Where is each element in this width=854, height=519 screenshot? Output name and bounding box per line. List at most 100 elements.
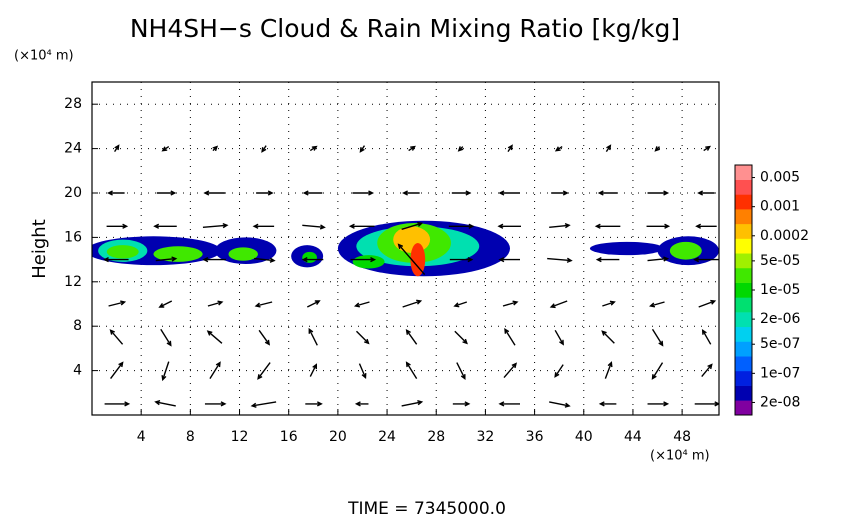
wind-vector — [498, 401, 520, 407]
colorbar-label: 1e-05 — [760, 282, 800, 298]
colorbar-band — [735, 400, 752, 416]
wind-vector — [156, 190, 177, 196]
wind-vector — [104, 401, 131, 407]
cloud-patch — [669, 241, 702, 260]
chart-title: NH4SH−s Cloud & Rain Mixing Ratio [kg/kg… — [130, 14, 680, 43]
wind-vector — [502, 300, 519, 307]
wind-vector — [549, 300, 568, 309]
y-tick-label: 28 — [64, 96, 82, 112]
wind-vector — [448, 223, 475, 229]
colorbar-band — [735, 282, 752, 298]
wind-vector — [549, 401, 571, 408]
x-tick-label: 16 — [280, 429, 298, 445]
wind-vector — [204, 401, 227, 407]
wind-vector — [153, 223, 177, 229]
wind-vector — [456, 362, 466, 380]
wind-vector — [109, 329, 124, 345]
wind-vector — [350, 256, 377, 263]
x-tick-label: 24 — [378, 429, 396, 445]
wind-vector — [114, 144, 120, 152]
x-tick-label: 20 — [329, 429, 347, 445]
wind-vector — [160, 328, 172, 347]
colorbar-band — [735, 165, 752, 181]
wind-vector — [595, 256, 620, 263]
y-tick-label: 24 — [64, 141, 82, 157]
y-unit: (×10⁴ m) — [14, 49, 74, 64]
wind-vector — [451, 190, 472, 196]
wind-vector — [698, 299, 717, 308]
wind-vector — [405, 361, 418, 379]
x-tick-label: 32 — [476, 429, 494, 445]
wind-vector — [355, 330, 370, 345]
wind-vector — [549, 223, 571, 229]
wind-vector — [155, 256, 178, 262]
x-tick-label: 12 — [231, 429, 249, 445]
wind-vector — [305, 401, 323, 407]
wind-vector — [701, 328, 712, 345]
colorbar-label: 5e-05 — [760, 253, 800, 269]
plot-frame — [91, 81, 720, 416]
wind-vector — [647, 401, 670, 407]
wind-vector — [646, 223, 671, 229]
y-tick-label: 8 — [73, 318, 82, 334]
wind-vector — [601, 330, 615, 344]
wind-vector — [597, 190, 618, 196]
wind-vector — [154, 400, 176, 407]
colorbar-band — [735, 253, 752, 269]
colorbar-band — [735, 312, 752, 328]
wind-vector — [503, 362, 518, 379]
wind-vector — [703, 145, 712, 152]
wind-vector — [258, 329, 271, 346]
wind-vector — [498, 256, 520, 263]
wind-vector — [203, 190, 225, 196]
y-axis-label: Height — [29, 219, 50, 279]
x-tick-label: 48 — [673, 429, 691, 445]
cloud-patch — [153, 246, 203, 262]
wind-vector — [401, 221, 424, 230]
x-tick-label: 4 — [137, 429, 146, 445]
x-tick-label: 36 — [526, 429, 544, 445]
wind-vector — [207, 300, 224, 307]
wind-vector — [212, 145, 219, 152]
colorbar-label: 2e-06 — [760, 311, 800, 327]
wind-vector — [161, 361, 170, 382]
wind-vector — [358, 363, 367, 380]
wind-vector — [701, 363, 713, 378]
cloud-patch — [589, 241, 664, 256]
colorbar-band — [735, 356, 752, 372]
wind-vector — [693, 256, 719, 263]
wind-vector — [106, 223, 129, 229]
cloud-patch — [410, 242, 426, 277]
colorbar-band — [735, 370, 752, 386]
y-tick-label: 20 — [64, 185, 82, 201]
x-tick-label: 28 — [427, 429, 445, 445]
cloud-patch — [302, 251, 317, 263]
wind-vector — [302, 224, 326, 230]
wind-vector — [654, 146, 661, 152]
wind-vector — [306, 300, 321, 308]
colorbar-label: 1e-07 — [760, 365, 800, 381]
wind-vector — [594, 223, 621, 229]
wind-vector — [206, 330, 223, 344]
colorbar-band — [735, 267, 752, 283]
cloud-patch — [106, 245, 139, 259]
cloud-patch — [393, 226, 431, 253]
y-tick-label: 4 — [73, 363, 82, 379]
wind-vector — [252, 223, 275, 229]
wind-vector — [257, 362, 271, 380]
wind-vector — [256, 190, 274, 196]
colorbar-band — [735, 385, 752, 401]
wind-vector — [202, 256, 226, 263]
wind-vector — [397, 243, 426, 276]
y-tick-label: 12 — [64, 274, 82, 290]
colorbar-band — [735, 179, 752, 195]
wind-vector — [551, 190, 569, 196]
colorbar-band — [735, 194, 752, 210]
wind-vector — [695, 223, 717, 229]
wind-vector — [554, 329, 564, 346]
wind-vector — [354, 401, 369, 407]
wind-vector — [309, 363, 317, 377]
wind-vector — [401, 400, 424, 407]
colorbar-band — [735, 341, 752, 357]
wind-vector — [554, 364, 564, 378]
